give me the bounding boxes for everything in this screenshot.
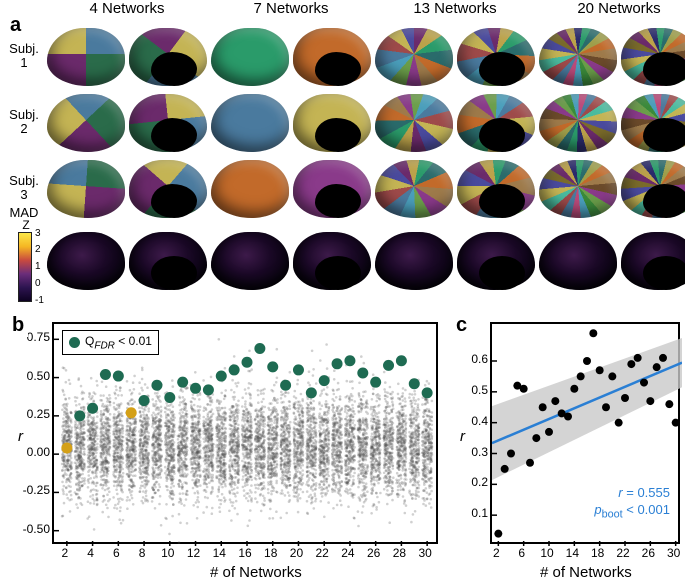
brain-surface xyxy=(375,28,453,86)
brain-surface xyxy=(293,94,371,152)
brain-surface xyxy=(539,232,617,290)
brain-surface xyxy=(47,94,125,152)
panel-c-xlabel: # of Networks xyxy=(540,564,632,581)
brain-surface xyxy=(457,232,535,290)
brain-surface xyxy=(47,160,125,218)
brain-surface xyxy=(293,28,371,86)
brain-surface xyxy=(621,28,685,86)
panel-b: b QFDR < 0.01 24681012141618202224262830… xyxy=(0,312,445,582)
brain-surface xyxy=(621,160,685,218)
row-label: Subj.2 xyxy=(4,108,44,137)
brain-surface xyxy=(539,28,617,86)
brain-surface xyxy=(621,94,685,152)
brain-surface xyxy=(293,232,371,290)
brain-surface xyxy=(375,160,453,218)
col-header: 4 Networks xyxy=(45,0,209,17)
panel-a: a 4 Networks7 Networks13 Networks20 Netw… xyxy=(0,0,685,310)
brain-surface xyxy=(375,232,453,290)
legend-label: QFDR < 0.01 xyxy=(85,334,152,351)
col-header: 7 Networks xyxy=(209,0,373,17)
brain-surface xyxy=(457,94,535,152)
brain-surface xyxy=(47,28,125,86)
brain-surface xyxy=(47,232,125,290)
brain-surface xyxy=(457,160,535,218)
brain-surface xyxy=(129,28,207,86)
panel-a-letter: a xyxy=(6,14,25,37)
brain-surface xyxy=(293,160,371,218)
panel-b-legend: QFDR < 0.01 xyxy=(62,330,159,355)
brain-surface xyxy=(621,232,685,290)
panel-c-ylabel: r xyxy=(460,428,465,445)
brain-surface xyxy=(457,28,535,86)
row-label: Subj.1 xyxy=(4,42,44,71)
panel-b-xlabel: # of Networks xyxy=(210,564,302,581)
row-label: Subj.3 xyxy=(4,174,44,203)
panel-c: c r = 0.555 pboot < 0.001 26101418222630… xyxy=(448,312,685,582)
panel-b-letter: b xyxy=(8,314,28,337)
panel-b-plot: QFDR < 0.01 xyxy=(52,322,438,544)
panel-b-ylabel: r xyxy=(18,428,23,445)
panel-c-letter: c xyxy=(452,314,471,337)
brain-surface xyxy=(539,160,617,218)
brain-surface xyxy=(211,232,289,290)
brain-surface xyxy=(129,232,207,290)
brain-surface xyxy=(129,160,207,218)
brain-surface xyxy=(211,160,289,218)
col-header: 13 Networks xyxy=(373,0,537,17)
brain-surface xyxy=(129,94,207,152)
brain-surface xyxy=(211,28,289,86)
col-header: 20 Networks xyxy=(537,0,685,17)
colorbar: -1 0 1 2 3 xyxy=(18,232,32,302)
panel-c-plot: r = 0.555 pboot < 0.001 xyxy=(490,322,680,544)
brain-surface xyxy=(211,94,289,152)
panel-c-annot: r = 0.555 pboot < 0.001 xyxy=(594,485,670,522)
brain-surface xyxy=(539,94,617,152)
brain-surface xyxy=(375,94,453,152)
